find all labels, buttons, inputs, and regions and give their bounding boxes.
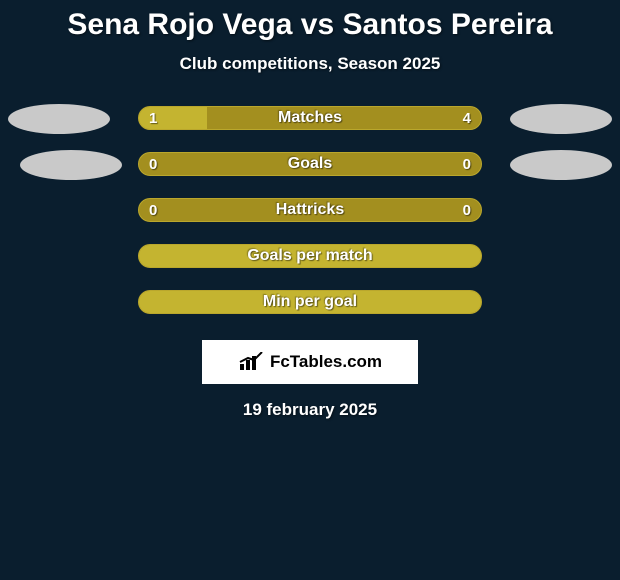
stat-bar-goals: 0 Goals 0 bbox=[138, 152, 482, 176]
page-title: Sena Rojo Vega vs Santos Pereira bbox=[0, 0, 620, 42]
stat-label: Goals per match bbox=[139, 245, 481, 267]
comparison-bars: 1 Matches 4 0 Goals 0 0 Hattricks 0 bbox=[0, 102, 620, 332]
stat-row: 0 Hattricks 0 bbox=[0, 194, 620, 240]
stat-label: Hattricks bbox=[139, 199, 481, 221]
stat-bar-min-per-goal: Min per goal bbox=[138, 290, 482, 314]
stat-row: 0 Goals 0 bbox=[0, 148, 620, 194]
source-logo: FcTables.com bbox=[202, 340, 418, 384]
player-right-oval bbox=[510, 150, 612, 180]
page-subtitle: Club competitions, Season 2025 bbox=[0, 54, 620, 74]
stat-row: Goals per match bbox=[0, 240, 620, 286]
chart-icon bbox=[238, 352, 264, 372]
stat-bar-hattricks: 0 Hattricks 0 bbox=[138, 198, 482, 222]
stat-row: 1 Matches 4 bbox=[0, 102, 620, 148]
stat-label: Goals bbox=[139, 153, 481, 175]
date-text: 19 february 2025 bbox=[0, 400, 620, 420]
player-left-oval bbox=[20, 150, 122, 180]
player-left-oval bbox=[8, 104, 110, 134]
stat-label: Matches bbox=[139, 107, 481, 129]
stat-value-right: 0 bbox=[453, 199, 481, 221]
stat-value-right: 4 bbox=[453, 107, 481, 129]
stat-row: Min per goal bbox=[0, 286, 620, 332]
stat-bar-goals-per-match: Goals per match bbox=[138, 244, 482, 268]
source-logo-text: FcTables.com bbox=[270, 352, 382, 372]
stat-label: Min per goal bbox=[139, 291, 481, 313]
stat-bar-matches: 1 Matches 4 bbox=[138, 106, 482, 130]
stat-value-right: 0 bbox=[453, 153, 481, 175]
player-right-oval bbox=[510, 104, 612, 134]
